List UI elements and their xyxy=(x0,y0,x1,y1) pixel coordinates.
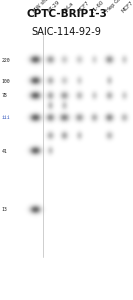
Text: 13: 13 xyxy=(1,207,7,212)
Text: 78: 78 xyxy=(1,93,7,98)
Text: MCF7: MCF7 xyxy=(76,0,90,14)
Text: SAIC-114-92-9: SAIC-114-92-9 xyxy=(32,27,101,37)
Text: HT-29: HT-29 xyxy=(47,0,61,14)
Text: Hep G2: Hep G2 xyxy=(106,0,123,14)
Text: MW std: MW std xyxy=(32,0,49,14)
Text: 100: 100 xyxy=(1,79,10,84)
Text: iii: iii xyxy=(1,115,10,120)
Text: HL-60: HL-60 xyxy=(91,0,105,14)
Text: 220: 220 xyxy=(1,58,10,62)
Text: MCF7: MCF7 xyxy=(121,0,133,14)
Text: 41: 41 xyxy=(1,148,7,154)
Text: CPTC-BRIP1-3: CPTC-BRIP1-3 xyxy=(26,9,107,19)
Text: HeLa: HeLa xyxy=(61,1,74,13)
